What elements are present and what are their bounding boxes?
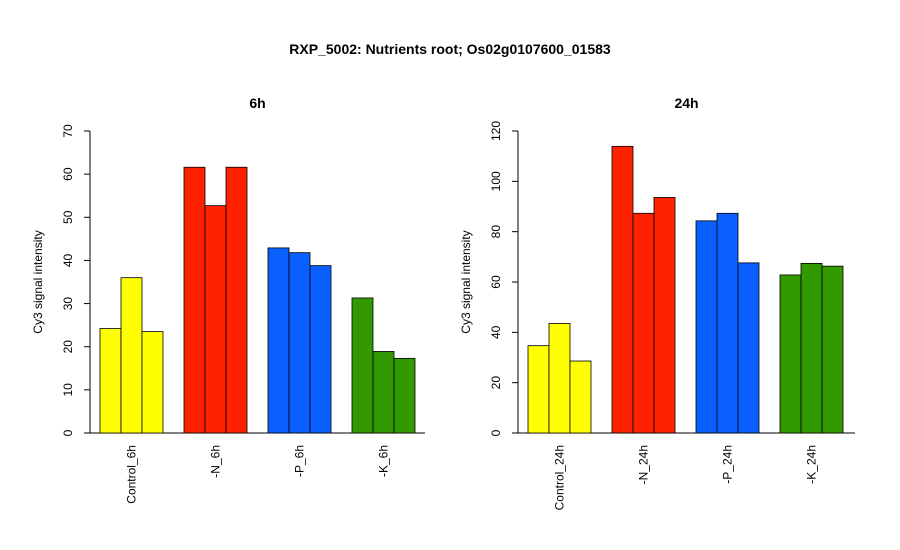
x-category-label: -P_6h	[293, 445, 307, 477]
bar	[204, 205, 227, 434]
main-title: RXP_5002: Nutrients root; Os02g0107600_0…	[289, 41, 611, 57]
y-tick-label: 0	[61, 429, 75, 436]
y-tick-label: 10	[61, 383, 75, 397]
bar	[821, 265, 844, 434]
y-tick-label: 60	[61, 167, 75, 181]
x-category-label: Control_24h	[553, 445, 567, 510]
y-tick-label: 50	[61, 210, 75, 224]
bar	[372, 351, 395, 434]
x-category-label: Control_6h	[125, 445, 139, 504]
x-category-label: -P_24h	[721, 445, 735, 484]
bar	[779, 274, 802, 434]
bar	[225, 166, 248, 434]
y-tick-label: 100	[489, 171, 503, 191]
x-category-label: -N_24h	[637, 445, 651, 484]
y-tick-label: 60	[489, 275, 503, 289]
x-category-label: -K_6h	[377, 445, 391, 477]
bar	[716, 212, 739, 434]
bar	[569, 360, 592, 434]
panel-6h: 6h Cy3 signal intensity 0 10 20 30 40 50 60 70 Con…	[31, 95, 425, 504]
y-tick-label: 20	[61, 340, 75, 354]
y-axis-label: Cy3 signal intensity	[459, 230, 473, 333]
bar	[527, 345, 550, 434]
x-category-label: -N_6h	[209, 445, 223, 478]
x-category-label: -K_24h	[805, 445, 819, 484]
bar	[183, 166, 206, 434]
panel-title: 6h	[249, 95, 265, 111]
bar	[393, 357, 416, 434]
bar	[141, 331, 164, 434]
y-tick-label: 120	[489, 121, 503, 141]
y-tick-label: 0	[489, 429, 503, 436]
bar	[632, 212, 655, 434]
y-axis-label: Cy3 signal intensity	[31, 230, 45, 333]
y-tick-label: 70	[61, 124, 75, 138]
bar	[695, 220, 718, 434]
bar	[653, 197, 676, 434]
y-tick-label: 80	[489, 225, 503, 239]
bar	[267, 247, 290, 434]
bar	[611, 145, 634, 434]
y-tick-label: 40	[489, 325, 503, 339]
bar	[120, 277, 143, 434]
bar	[548, 323, 571, 434]
bar	[99, 328, 122, 434]
bar	[737, 262, 760, 434]
bar	[800, 262, 823, 434]
bar	[309, 265, 332, 434]
bar	[351, 297, 374, 434]
panel-title: 24h	[674, 95, 698, 111]
y-tick-label: 30	[61, 297, 75, 311]
y-tick-label: 20	[489, 376, 503, 390]
y-tick-label: 40	[61, 253, 75, 267]
panel-24h: 24h Cy3 signal intensity 0 20 40 60 80 100 120 Co…	[459, 95, 855, 510]
bar	[288, 252, 311, 434]
